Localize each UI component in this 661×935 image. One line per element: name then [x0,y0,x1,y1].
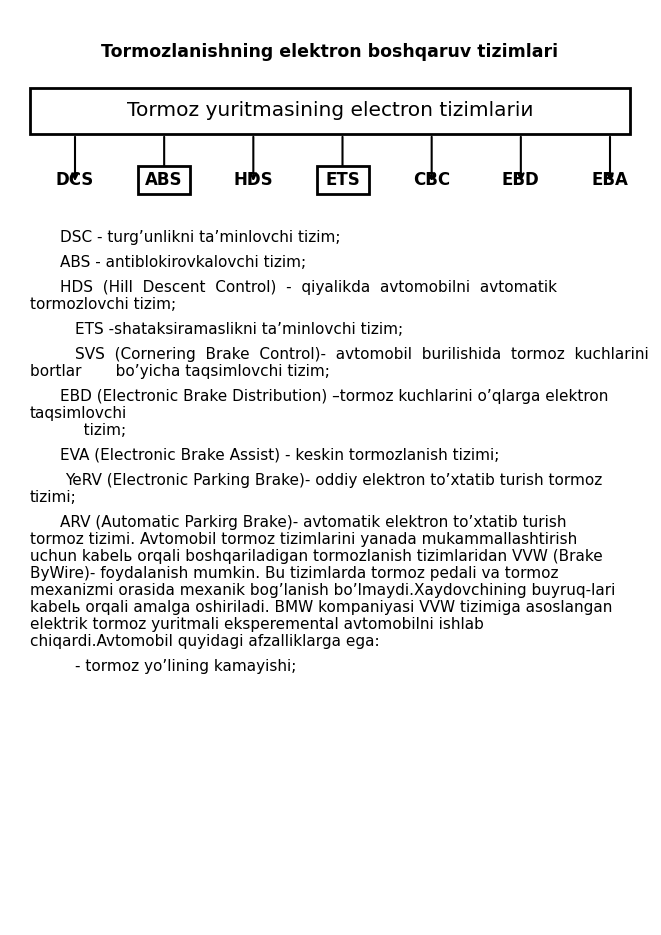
Text: SVS  (Cornering  Brake  Control)-  avtomobil  burilishida  tormoz  kuchlarini: SVS (Cornering Brake Control)- avtomobil… [75,347,648,362]
Text: kabelь orqali amalga oshiriladi. BMW kompaniyasi VVW tizimiga asoslangan: kabelь orqali amalga oshiriladi. BMW kom… [30,600,612,615]
Text: HDS: HDS [233,171,273,189]
Text: ByWire)- foydalanish mumkin. Bu tizimlarda tormoz pedali va tormoz: ByWire)- foydalanish mumkin. Bu tizimlar… [30,566,559,581]
Text: CBC: CBC [413,171,450,189]
Text: Tormozlanishning elektron boshqaruv tizimlari: Tormozlanishning elektron boshqaruv tizi… [101,43,559,61]
Text: tormoz tizimi. Avtomobil tormoz tizimlarini yanada mukammallashtirish: tormoz tizimi. Avtomobil tormoz tizimlar… [30,532,577,547]
Text: ETS: ETS [325,171,360,189]
Text: tormozlovchi tizim;: tormozlovchi tizim; [30,297,176,312]
Text: EBA: EBA [592,171,629,189]
Text: EBD (Electronic Brake Distribution) –tormoz kuchlarini o’qlarga elektron: EBD (Electronic Brake Distribution) –tor… [60,389,608,404]
FancyBboxPatch shape [138,166,190,194]
Text: ARV (Automatic Parkirg Brake)- avtomatik elektron to’xtatib turish: ARV (Automatic Parkirg Brake)- avtomatik… [60,515,566,530]
FancyBboxPatch shape [30,88,630,134]
FancyBboxPatch shape [317,166,368,194]
Text: uchun kabelь orqali boshqariladigan tormozlanish tizimlaridan VVW (Brake: uchun kabelь orqali boshqariladigan torm… [30,549,603,564]
Text: bortlar       bo’yicha taqsimlovchi tizim;: bortlar bo’yicha taqsimlovchi tizim; [30,364,330,379]
Text: ABS - antiblokirovkalovchi tizim;: ABS - antiblokirovkalovchi tizim; [60,255,306,270]
Text: tizim;: tizim; [30,423,126,438]
Text: EBD: EBD [502,171,540,189]
Text: ABS: ABS [145,171,183,189]
Text: chiqardi.Avtomobil quyidagi afzalliklarga ega:: chiqardi.Avtomobil quyidagi afzalliklarg… [30,634,379,649]
Text: Tormoz yuritmasining electron tizimlariи: Tormoz yuritmasining electron tizimlariи [127,102,533,121]
Text: mexanizmi orasida mexanik bog’lanish bo’lmaydi.Xaydovchining buyruq-lari: mexanizmi orasida mexanik bog’lanish bo’… [30,583,615,598]
Text: tizimi;: tizimi; [30,490,77,505]
Text: YeRV (Electronic Parking Brake)- oddiy elektron to’xtatib turish tormoz: YeRV (Electronic Parking Brake)- oddiy e… [65,473,602,488]
Text: DSC - turg’unlikni ta’minlovchi tizim;: DSC - turg’unlikni ta’minlovchi tizim; [60,230,340,245]
Text: ETS -shataksiramaslikni ta’minlovchi tizim;: ETS -shataksiramaslikni ta’minlovchi tiz… [75,322,403,337]
Text: EVA (Electronic Brake Assist) - keskin tormozlanish tizimi;: EVA (Electronic Brake Assist) - keskin t… [60,448,499,463]
Text: HDS  (Hill  Descent  Control)  -  qiyalikda  avtomobilni  avtomatik: HDS (Hill Descent Control) - qiyalikda a… [60,280,557,295]
Text: elektrik tormoz yuritmali eksperemental avtomobilni ishlab: elektrik tormoz yuritmali eksperemental … [30,617,484,632]
Text: taqsimlovchi: taqsimlovchi [30,406,128,421]
Text: DCS: DCS [56,171,94,189]
Text: - tormoz yo’lining kamayishi;: - tormoz yo’lining kamayishi; [75,659,296,674]
